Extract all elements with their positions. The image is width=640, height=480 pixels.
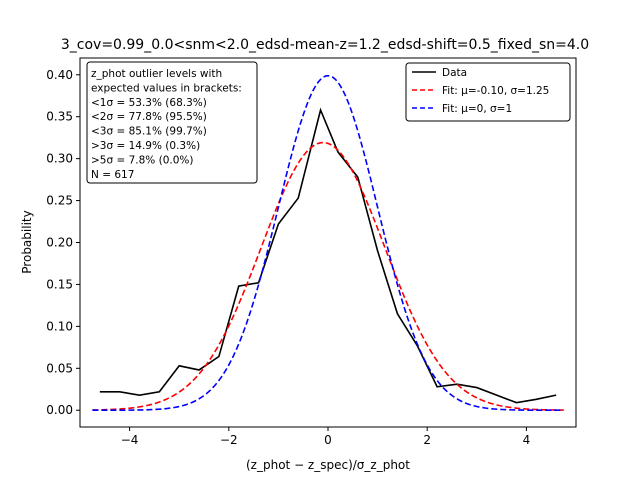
y-tick-label: 0.40 [46,68,73,82]
x-tick-label: 2 [423,433,431,447]
series-line-1 [92,141,564,411]
y-tick-label: 0.30 [46,152,73,166]
series-layer [92,74,564,412]
y-tick-label: 0.05 [46,361,73,375]
series-line-2 [92,74,564,412]
legend-entries: Data Fit: μ=-0.10, σ=1.25 Fit: μ=0, σ=1 [412,67,549,115]
annotation-line: >3σ = 14.9% (0.3%) [91,140,200,152]
annotation-line: z_phot outlier levels with [91,68,222,80]
annotation-line: expected values in brackets: [91,82,242,94]
annotation-line: >5σ = 7.8% (0.0%) [91,154,194,166]
axis-ticks: −4 −2 0 2 4 0.00 0.05 0.10 0.15 0.20 0.25 0.30 0.35 0… [46,68,530,447]
annotation-line: <2σ = 77.8% (95.5%) [91,111,207,123]
y-tick-label: 0.10 [46,319,73,333]
annotation-lines: z_phot outlier levels with expected value… [91,68,242,181]
y-tick-label: 0.35 [46,110,73,124]
x-tick-label: 0 [324,433,332,447]
x-tick-label: 4 [523,433,531,447]
annotation-line: <1σ = 53.3% (68.3%) [91,97,207,109]
annotation-frame [86,61,258,184]
y-tick-label: 0.00 [46,403,73,417]
y-tick-label: 0.25 [46,194,73,208]
legend-frame [405,62,571,122]
x-tick-label: −4 [121,433,139,447]
plot-frame [79,57,577,428]
x-axis-label: (z_phot − z_spec)/σ_z_phot [246,458,410,472]
legend-label: Fit: μ=-0.10, σ=1.25 [442,85,549,97]
legend: Data Fit: μ=-0.10, σ=1.25 Fit: μ=0, σ=1 [405,62,571,122]
annotation-line: N = 617 [91,169,134,181]
legend-label: Data [442,67,467,79]
y-tick-label: 0.20 [46,236,73,250]
y-tick-label: 0.15 [46,277,73,291]
legend-label: Fit: μ=0, σ=1 [442,103,512,115]
x-tick-label: −2 [220,433,238,447]
annotation-box: z_phot outlier levels with expected value… [86,61,258,184]
annotation-line: <3σ = 85.1% (99.7%) [91,126,207,138]
y-axis-label: Probability [20,210,34,273]
series-line-0 [99,107,557,404]
chart-title: 3_cov=0.99_0.0<snm<2.0_edsd-mean-z=1.2_e… [61,37,589,53]
